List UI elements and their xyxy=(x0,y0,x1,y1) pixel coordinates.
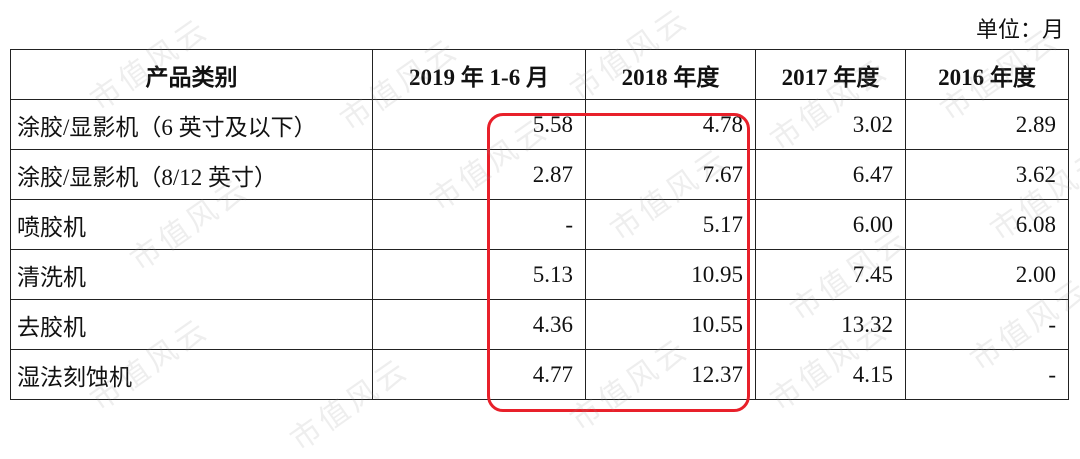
page: 单位：月 产品类别 2019 年 1-6 月 2018 年度 2017 年度 2016 … xyxy=(10,2,1080,458)
value-cell: 3.62 xyxy=(905,149,1069,200)
unit-label: 单位：月 xyxy=(975,17,1064,42)
category-cell: 去胶机 xyxy=(10,299,373,350)
category-cell: 涂胶/显影机（8/12 英寸） xyxy=(10,149,373,200)
category-cell: 喷胶机 xyxy=(10,199,373,250)
header-cell: 产品类别 xyxy=(10,49,373,100)
table-row: 涂胶/显影机（8/12 英寸） 2.87 7.67 6.47 3.62 xyxy=(10,149,1069,200)
table-body: 涂胶/显影机（6 英寸及以下） 5.58 4.78 3.02 2.89 涂胶/显影机（8/… xyxy=(10,99,1069,400)
value-cell: 5.58 xyxy=(372,99,586,150)
header-cell: 2018 年度 xyxy=(585,49,756,100)
category-cell: 涂胶/显影机（6 英寸及以下） xyxy=(10,99,373,150)
table-row: 涂胶/显影机（6 英寸及以下） 5.58 4.78 3.02 2.89 xyxy=(10,99,1069,150)
table-row: 去胶机 4.36 10.55 13.32- xyxy=(10,299,1069,350)
category-cell: 湿法刻蚀机 xyxy=(10,349,373,400)
value-cell: 5.17 xyxy=(585,199,756,250)
value-cell: 10.55 xyxy=(585,299,756,350)
header-row: 产品类别 2019 年 1-6 月 2018 年度 2017 年度 2016 年度 xyxy=(10,49,1069,100)
data-table: 产品类别 2019 年 1-6 月 2018 年度 2017 年度 2016 年度 涂胶… xyxy=(10,49,1069,400)
value-cell: 7.67 xyxy=(585,149,756,200)
value-cell: 2.89 xyxy=(905,99,1069,150)
header-cell: 2019 年 1-6 月 xyxy=(372,49,586,100)
value-cell: - xyxy=(905,349,1069,400)
value-cell: 12.37 xyxy=(585,349,756,400)
table-row: 清洗机 5.13 10.95 7.45 2.00 xyxy=(10,249,1069,300)
value-cell: 6.47 xyxy=(755,149,906,200)
value-cell: 6.08 xyxy=(905,199,1069,250)
value-cell: 4.15 xyxy=(755,349,906,400)
header-cell: 2016 年度 xyxy=(905,49,1069,100)
value-cell: 6.00 xyxy=(755,199,906,250)
value-cell: 2.00 xyxy=(905,249,1069,300)
value-cell: 4.78 xyxy=(585,99,756,150)
value-cell: - xyxy=(905,299,1069,350)
value-cell: 7.45 xyxy=(755,249,906,300)
value-cell: 4.36 xyxy=(372,299,586,350)
header-cell: 2017 年度 xyxy=(755,49,906,100)
table-row: 喷胶机 -5.17 6.00 6.08 xyxy=(10,199,1069,250)
table-row: 湿法刻蚀机 4.77 12.37 4.15- xyxy=(10,349,1069,400)
value-cell: - xyxy=(372,199,586,250)
value-cell: 10.95 xyxy=(585,249,756,300)
value-cell: 4.77 xyxy=(372,349,586,400)
value-cell: 2.87 xyxy=(372,149,586,200)
value-cell: 5.13 xyxy=(372,249,586,300)
value-cell: 13.32 xyxy=(755,299,906,350)
category-cell: 清洗机 xyxy=(10,249,373,300)
value-cell: 3.02 xyxy=(755,99,906,150)
